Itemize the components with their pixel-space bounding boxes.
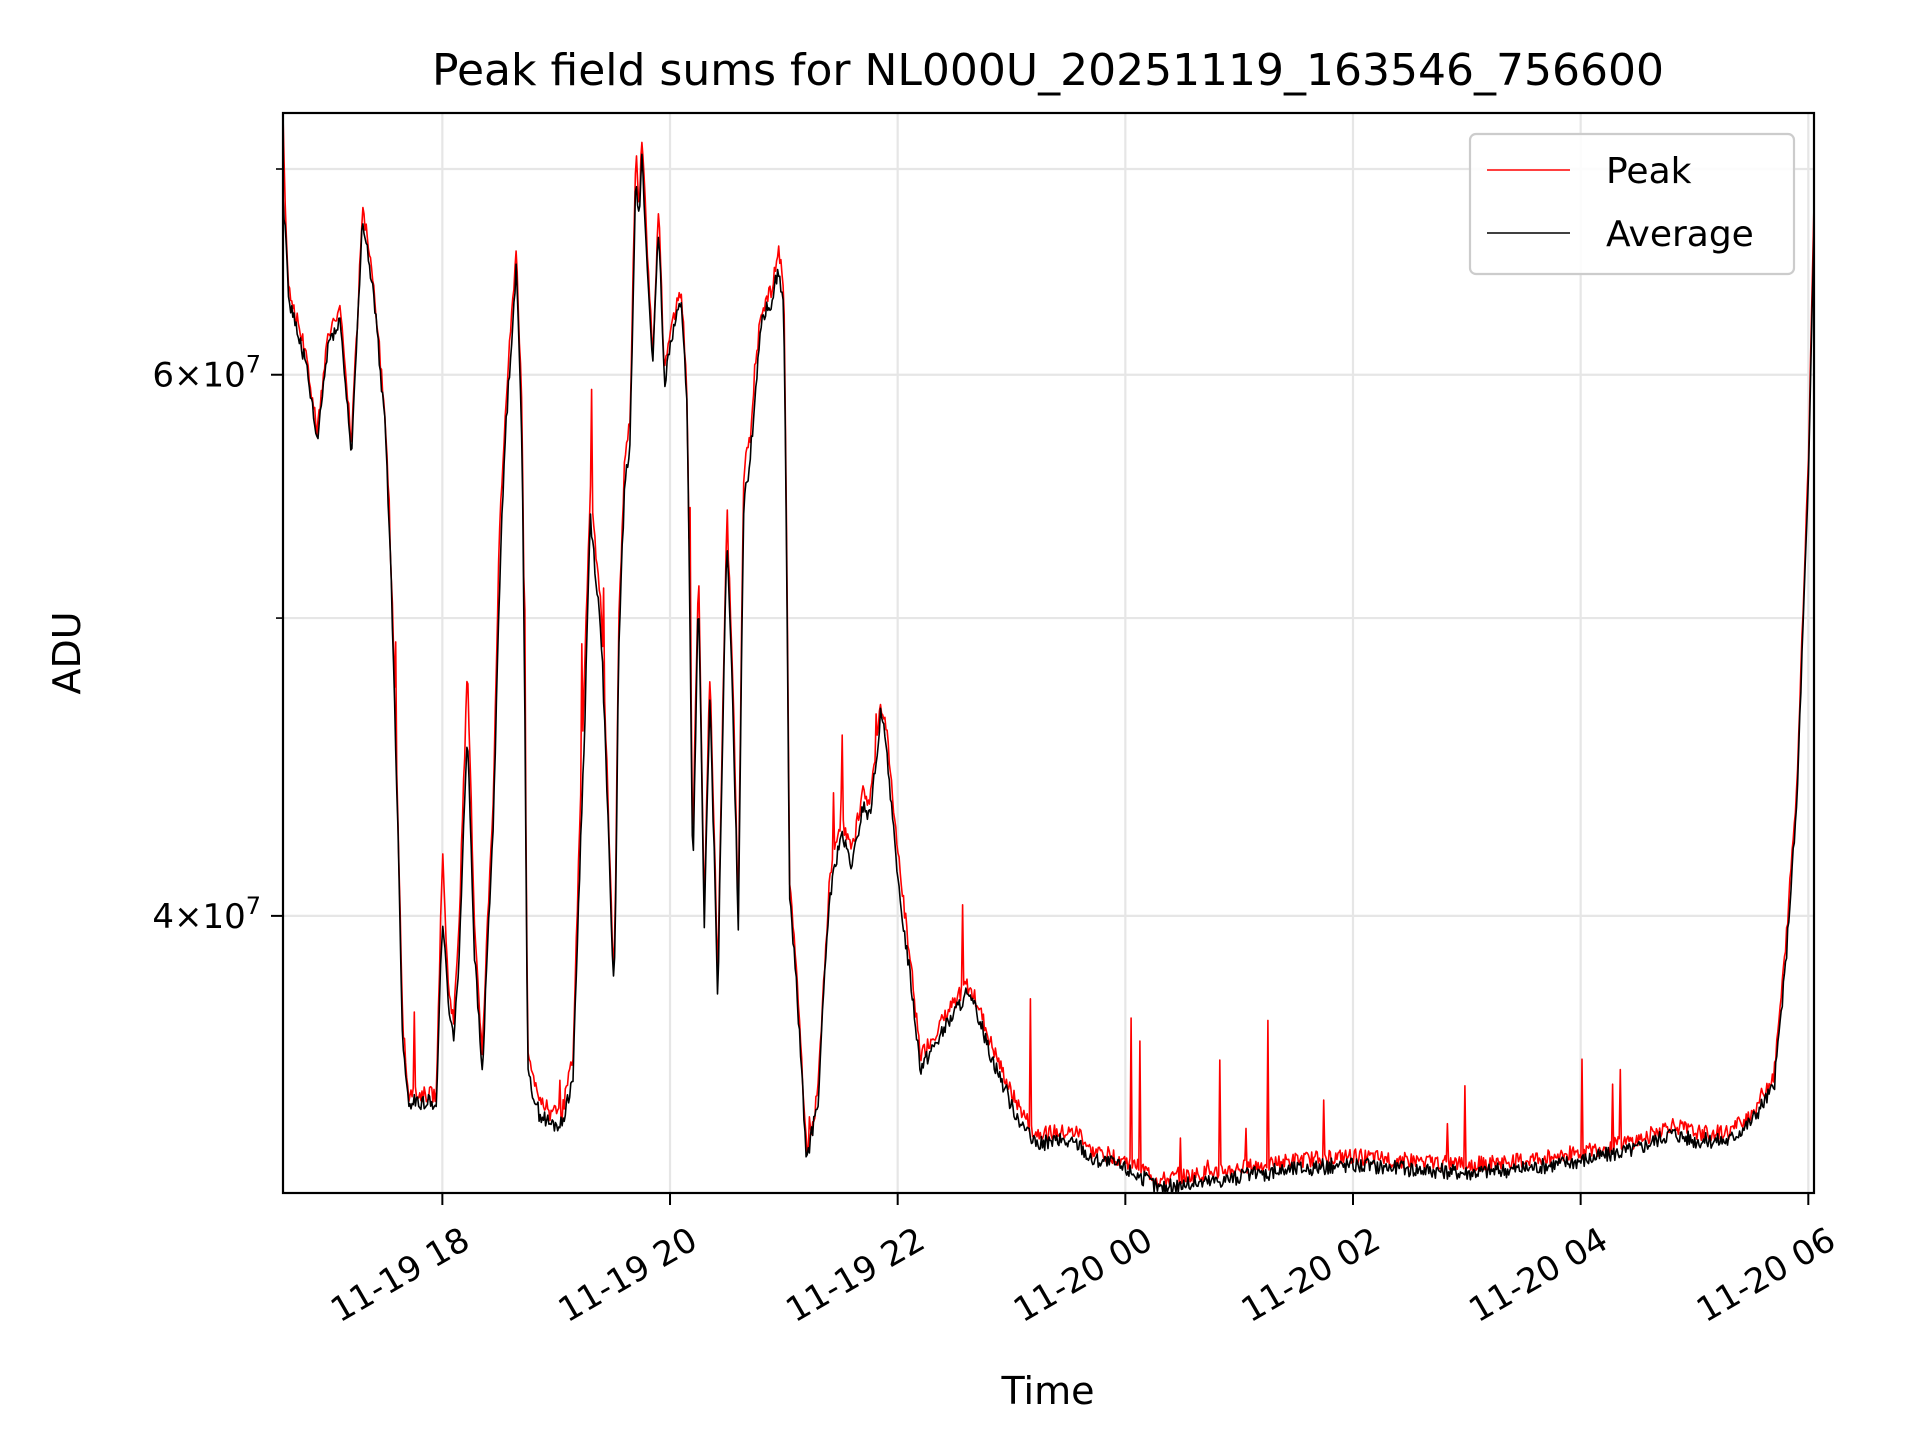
legend: Peak Average xyxy=(1468,132,1796,276)
legend-box xyxy=(1468,132,1796,276)
plot-area xyxy=(283,114,1814,1193)
legend-label-average: Average xyxy=(1606,214,1754,255)
y-axis: 4×107 6×107 xyxy=(152,168,283,937)
chart-title: Peak field sums for NL000U_20251119_1635… xyxy=(432,45,1664,96)
y-tick-label: 4×107 xyxy=(152,892,261,937)
series-line-average xyxy=(283,153,1814,1193)
y-tick-label: 6×107 xyxy=(152,351,261,396)
plot-frame xyxy=(281,111,1816,1195)
legend-label-peak: Peak xyxy=(1606,151,1692,192)
y-axis-label: ADU xyxy=(45,611,89,694)
x-axis-label: Time xyxy=(1001,1369,1095,1413)
